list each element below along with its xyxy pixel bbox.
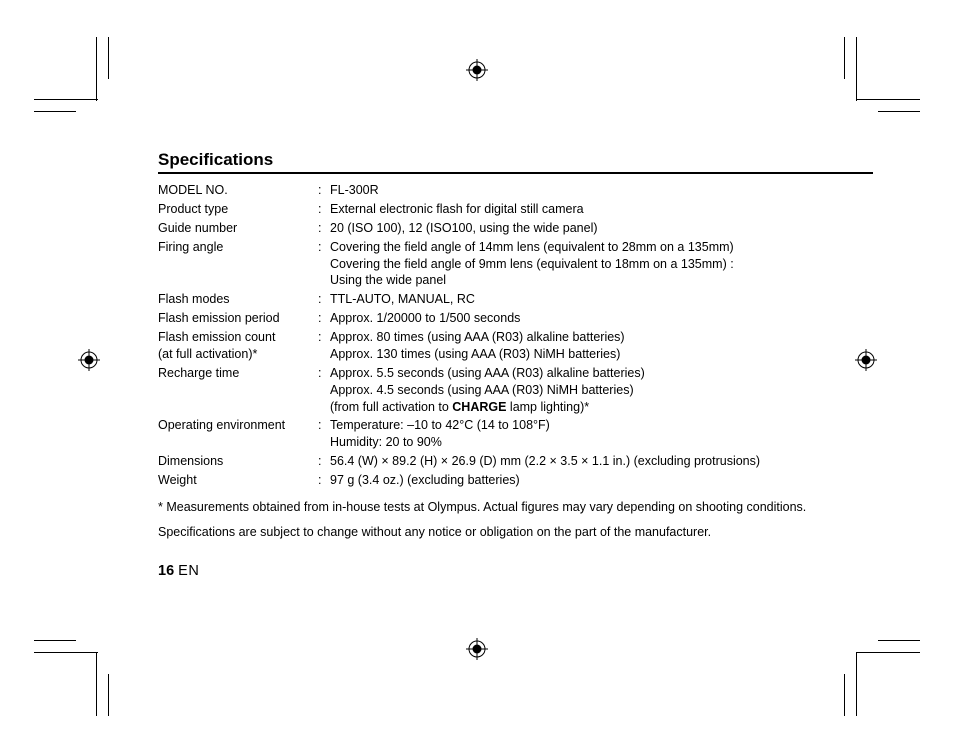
spec-value: Approx. 1/20000 to 1/500 seconds — [330, 310, 873, 327]
spec-colon: : — [318, 472, 330, 489]
spec-colon: : — [318, 201, 330, 218]
spec-row: Flash emission period:Approx. 1/20000 to… — [158, 310, 873, 327]
spec-value: External electronic flash for digital st… — [330, 201, 873, 218]
spec-value: Approx. 5.5 seconds (using AAA (R03) alk… — [330, 365, 873, 416]
spec-colon: : — [318, 365, 330, 416]
registration-mark-bottom — [466, 638, 488, 660]
spec-colon: : — [318, 239, 330, 290]
spec-colon: : — [318, 182, 330, 199]
spec-label: Weight — [158, 472, 318, 489]
spec-label: Flash emission count(at full activation)… — [158, 329, 318, 363]
change-notice: Specifications are subject to change wit… — [158, 524, 873, 541]
spec-value: 97 g (3.4 oz.) (excluding batteries) — [330, 472, 873, 489]
spec-colon: : — [318, 291, 330, 308]
spec-label: Flash emission period — [158, 310, 318, 327]
spec-label: Guide number — [158, 220, 318, 237]
spec-colon: : — [318, 310, 330, 327]
spec-label: Flash modes — [158, 291, 318, 308]
registration-mark-left — [78, 349, 100, 371]
spec-value: 20 (ISO 100), 12 (ISO100, using the wide… — [330, 220, 873, 237]
spec-row: Flash modes:TTL-AUTO, MANUAL, RC — [158, 291, 873, 308]
spec-value: Temperature: –10 to 42°C (14 to 108°F)Hu… — [330, 417, 873, 451]
spec-value: FL-300R — [330, 182, 873, 199]
footnote: * Measurements obtained from in-house te… — [158, 499, 873, 516]
spec-row: Firing angle:Covering the field angle of… — [158, 239, 873, 290]
spec-value: Approx. 80 times (using AAA (R03) alkali… — [330, 329, 873, 363]
spec-colon: : — [318, 417, 330, 451]
spec-colon: : — [318, 329, 330, 363]
spec-label: Product type — [158, 201, 318, 218]
registration-mark-top — [466, 59, 488, 81]
page-lang: EN — [178, 563, 199, 579]
spec-label: Operating environment — [158, 417, 318, 451]
spec-row: Recharge time:Approx. 5.5 seconds (using… — [158, 365, 873, 416]
spec-label: MODEL NO. — [158, 182, 318, 199]
spec-row: Weight:97 g (3.4 oz.) (excluding batteri… — [158, 472, 873, 489]
spec-label: Recharge time — [158, 365, 318, 416]
page-content: Specifications MODEL NO.:FL-300RProduct … — [158, 150, 873, 541]
spec-row: Dimensions:56.4 (W) × 89.2 (H) × 26.9 (D… — [158, 453, 873, 470]
spec-value: 56.4 (W) × 89.2 (H) × 26.9 (D) mm (2.2 ×… — [330, 453, 873, 470]
spec-row: Product type:External electronic flash f… — [158, 201, 873, 218]
spec-colon: : — [318, 453, 330, 470]
spec-table: MODEL NO.:FL-300RProduct type:External e… — [158, 182, 873, 489]
spec-label: Firing angle — [158, 239, 318, 290]
page-number-value: 16 — [158, 563, 174, 579]
spec-row: Flash emission count(at full activation)… — [158, 329, 873, 363]
section-title: Specifications — [158, 150, 873, 174]
spec-value: Covering the field angle of 14mm lens (e… — [330, 239, 873, 290]
spec-row: Operating environment:Temperature: –10 t… — [158, 417, 873, 451]
spec-row: Guide number:20 (ISO 100), 12 (ISO100, u… — [158, 220, 873, 237]
spec-row: MODEL NO.:FL-300R — [158, 182, 873, 199]
page-number: 16 EN — [158, 563, 199, 579]
spec-label: Dimensions — [158, 453, 318, 470]
spec-value: TTL-AUTO, MANUAL, RC — [330, 291, 873, 308]
spec-colon: : — [318, 220, 330, 237]
